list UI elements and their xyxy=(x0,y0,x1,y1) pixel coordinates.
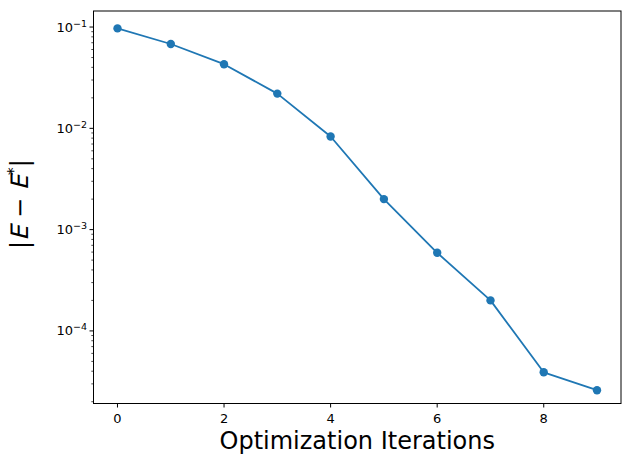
data-point-marker xyxy=(167,40,175,48)
x-tick-label: 6 xyxy=(433,411,441,426)
data-point-marker xyxy=(220,60,228,68)
data-point-marker xyxy=(380,195,388,203)
figure-background xyxy=(0,0,630,470)
data-point-marker xyxy=(540,368,548,376)
figure: 10−110−210−310−402468Optimization Iterat… xyxy=(0,0,630,470)
x-tick-label: 2 xyxy=(220,411,228,426)
data-point-marker xyxy=(433,249,441,257)
data-point-marker xyxy=(593,386,601,394)
x-tick-label: 0 xyxy=(113,411,121,426)
data-point-marker xyxy=(326,132,334,140)
x-tick-label: 4 xyxy=(326,411,334,426)
x-axis-label: Optimization Iterations xyxy=(220,427,495,455)
data-point-marker xyxy=(486,296,494,304)
x-tick-label: 8 xyxy=(540,411,548,426)
convergence-chart: 10−110−210−310−402468Optimization Iterat… xyxy=(0,0,630,470)
data-point-marker xyxy=(113,24,121,32)
data-point-marker xyxy=(273,89,281,97)
